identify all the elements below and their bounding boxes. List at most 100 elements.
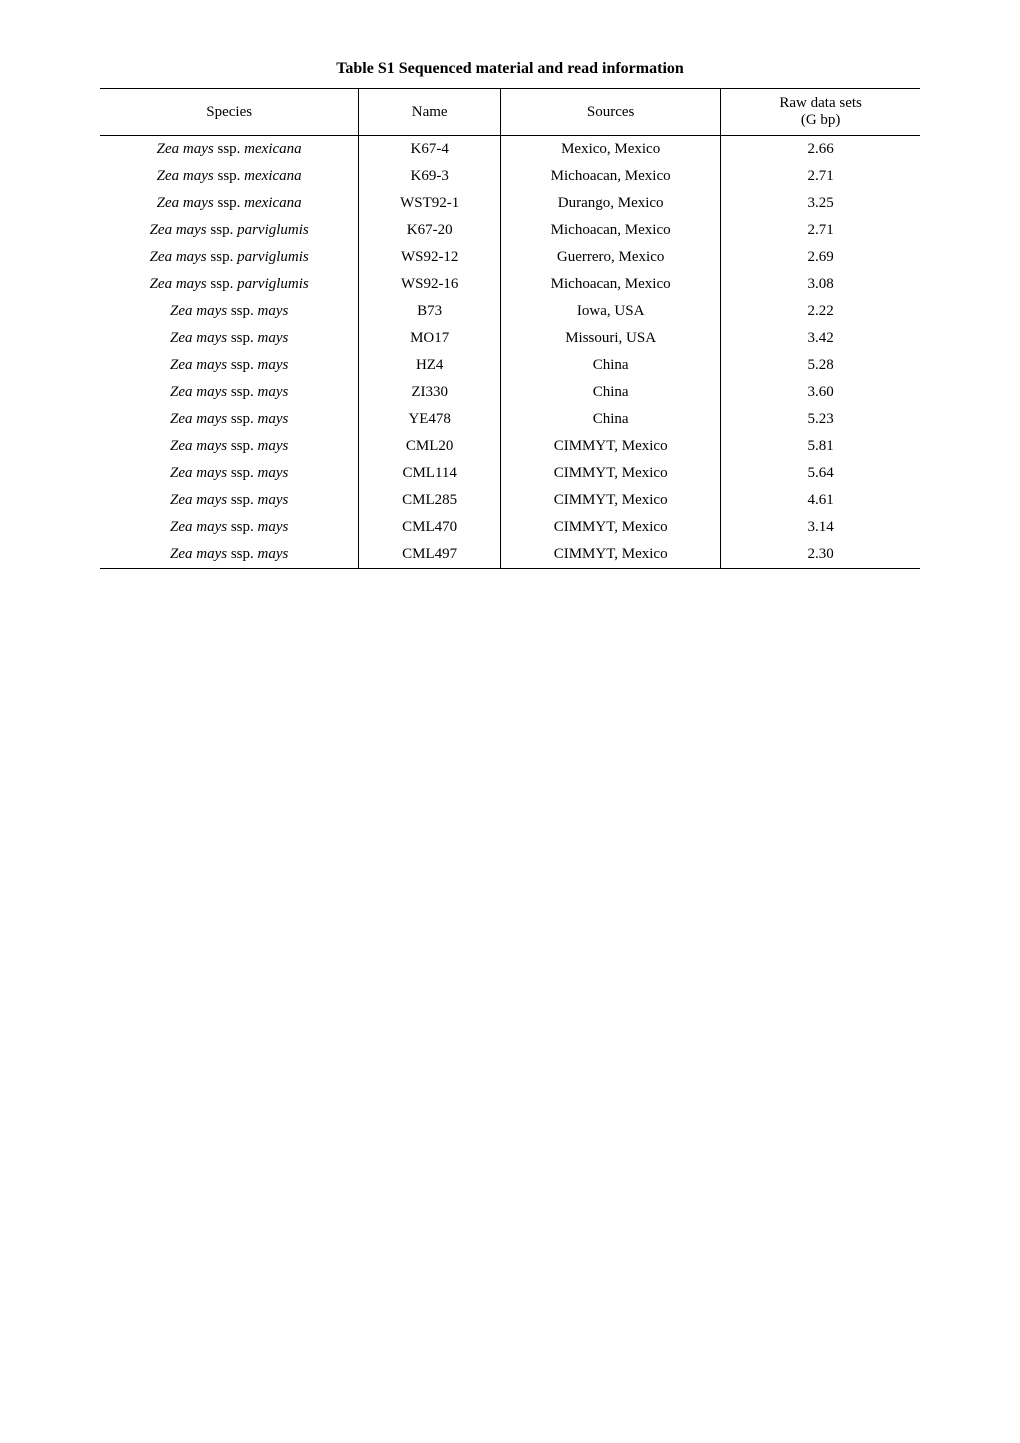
table-row: Zea mays ssp. maysCML470CIMMYT, Mexico3.… — [100, 514, 920, 541]
cell-raw: 2.71 — [721, 163, 920, 190]
table-title: Table S1 Sequenced material and read inf… — [100, 60, 920, 78]
cell-sources: Durango, Mexico — [501, 190, 721, 217]
cell-sources: CIMMYT, Mexico — [501, 514, 721, 541]
header-species: Species — [100, 89, 359, 136]
cell-species: Zea mays ssp. mays — [100, 352, 359, 379]
species-genus: Zea mays — [157, 195, 214, 211]
species-ssp-label: ssp. — [214, 195, 244, 211]
cell-name: K69-3 — [359, 163, 501, 190]
cell-name: HZ4 — [359, 352, 501, 379]
species-ssp-label: ssp. — [214, 168, 244, 184]
cell-sources: China — [501, 352, 721, 379]
cell-sources: Mexico, Mexico — [501, 136, 721, 164]
species-ssp-label: ssp. — [207, 249, 237, 265]
table-row: Zea mays ssp. maysB73Iowa, USA2.22 — [100, 298, 920, 325]
species-subspecies: mays — [258, 357, 289, 373]
cell-raw: 3.25 — [721, 190, 920, 217]
cell-raw: 5.81 — [721, 433, 920, 460]
cell-name: ZI330 — [359, 379, 501, 406]
cell-species: Zea mays ssp. mays — [100, 325, 359, 352]
cell-sources: Iowa, USA — [501, 298, 721, 325]
cell-sources: CIMMYT, Mexico — [501, 433, 721, 460]
species-genus: Zea mays — [170, 384, 227, 400]
cell-raw: 2.69 — [721, 244, 920, 271]
table-row: Zea mays ssp. parviglumisWS92-12Guerrero… — [100, 244, 920, 271]
header-row: Species Name Sources Raw data sets (G bp… — [100, 89, 920, 136]
cell-species: Zea mays ssp. mays — [100, 514, 359, 541]
cell-sources: CIMMYT, Mexico — [501, 487, 721, 514]
cell-species: Zea mays ssp. mays — [100, 541, 359, 569]
cell-raw: 3.42 — [721, 325, 920, 352]
cell-raw: 3.60 — [721, 379, 920, 406]
cell-raw: 2.30 — [721, 541, 920, 569]
cell-species: Zea mays ssp. parviglumis — [100, 244, 359, 271]
cell-name: CML20 — [359, 433, 501, 460]
cell-species: Zea mays ssp. mexicana — [100, 163, 359, 190]
species-subspecies: mays — [258, 465, 289, 481]
species-ssp-label: ssp. — [227, 384, 257, 400]
species-subspecies: mays — [258, 384, 289, 400]
cell-raw: 2.66 — [721, 136, 920, 164]
table-row: Zea mays ssp. maysHZ4China5.28 — [100, 352, 920, 379]
species-ssp-label: ssp. — [227, 519, 257, 535]
species-genus: Zea mays — [170, 330, 227, 346]
species-genus: Zea mays — [157, 141, 214, 157]
table-row: Zea mays ssp. parviglumisK67-20Michoacan… — [100, 217, 920, 244]
cell-raw: 4.61 — [721, 487, 920, 514]
cell-sources: Missouri, USA — [501, 325, 721, 352]
header-raw: Raw data sets (G bp) — [721, 89, 920, 136]
species-subspecies: mays — [258, 519, 289, 535]
species-subspecies: mexicana — [244, 141, 301, 157]
species-genus: Zea mays — [170, 411, 227, 427]
table-row: Zea mays ssp. mexicanaK67-4Mexico, Mexic… — [100, 136, 920, 164]
species-subspecies: mexicana — [244, 195, 301, 211]
species-genus: Zea mays — [170, 438, 227, 454]
species-subspecies: mays — [258, 303, 289, 319]
table-row: Zea mays ssp. parviglumisWS92-16Michoaca… — [100, 271, 920, 298]
species-ssp-label: ssp. — [227, 465, 257, 481]
data-table: Species Name Sources Raw data sets (G bp… — [100, 88, 920, 569]
species-genus: Zea mays — [150, 249, 207, 265]
header-sources: Sources — [501, 89, 721, 136]
species-subspecies: mexicana — [244, 168, 301, 184]
cell-raw: 2.71 — [721, 217, 920, 244]
cell-species: Zea mays ssp. mays — [100, 406, 359, 433]
cell-sources: China — [501, 379, 721, 406]
species-ssp-label: ssp. — [227, 546, 257, 562]
cell-name: WS92-12 — [359, 244, 501, 271]
species-ssp-label: ssp. — [214, 141, 244, 157]
species-subspecies: parviglumis — [237, 276, 309, 292]
species-subspecies: parviglumis — [237, 222, 309, 238]
cell-species: Zea mays ssp. parviglumis — [100, 271, 359, 298]
cell-species: Zea mays ssp. mays — [100, 487, 359, 514]
table-row: Zea mays ssp. maysCML114CIMMYT, Mexico5.… — [100, 460, 920, 487]
species-genus: Zea mays — [170, 492, 227, 508]
cell-species: Zea mays ssp. mays — [100, 433, 359, 460]
cell-name: YE478 — [359, 406, 501, 433]
species-genus: Zea mays — [170, 519, 227, 535]
species-subspecies: mays — [258, 438, 289, 454]
cell-sources: Guerrero, Mexico — [501, 244, 721, 271]
header-raw-sub: (G bp) — [737, 112, 904, 129]
cell-name: CML470 — [359, 514, 501, 541]
species-ssp-label: ssp. — [207, 276, 237, 292]
cell-name: K67-4 — [359, 136, 501, 164]
cell-sources: Michoacan, Mexico — [501, 271, 721, 298]
species-genus: Zea mays — [157, 168, 214, 184]
cell-raw: 3.14 — [721, 514, 920, 541]
species-subspecies: mays — [258, 492, 289, 508]
species-ssp-label: ssp. — [207, 222, 237, 238]
species-genus: Zea mays — [150, 276, 207, 292]
table-row: Zea mays ssp. maysCML497CIMMYT, Mexico2.… — [100, 541, 920, 569]
cell-sources: China — [501, 406, 721, 433]
species-ssp-label: ssp. — [227, 411, 257, 427]
species-subspecies: mays — [258, 330, 289, 346]
table-row: Zea mays ssp. maysMO17Missouri, USA3.42 — [100, 325, 920, 352]
cell-raw: 5.28 — [721, 352, 920, 379]
cell-species: Zea mays ssp. mays — [100, 379, 359, 406]
species-genus: Zea mays — [170, 546, 227, 562]
species-ssp-label: ssp. — [227, 330, 257, 346]
cell-species: Zea mays ssp. mexicana — [100, 136, 359, 164]
cell-species: Zea mays ssp. parviglumis — [100, 217, 359, 244]
species-genus: Zea mays — [170, 465, 227, 481]
